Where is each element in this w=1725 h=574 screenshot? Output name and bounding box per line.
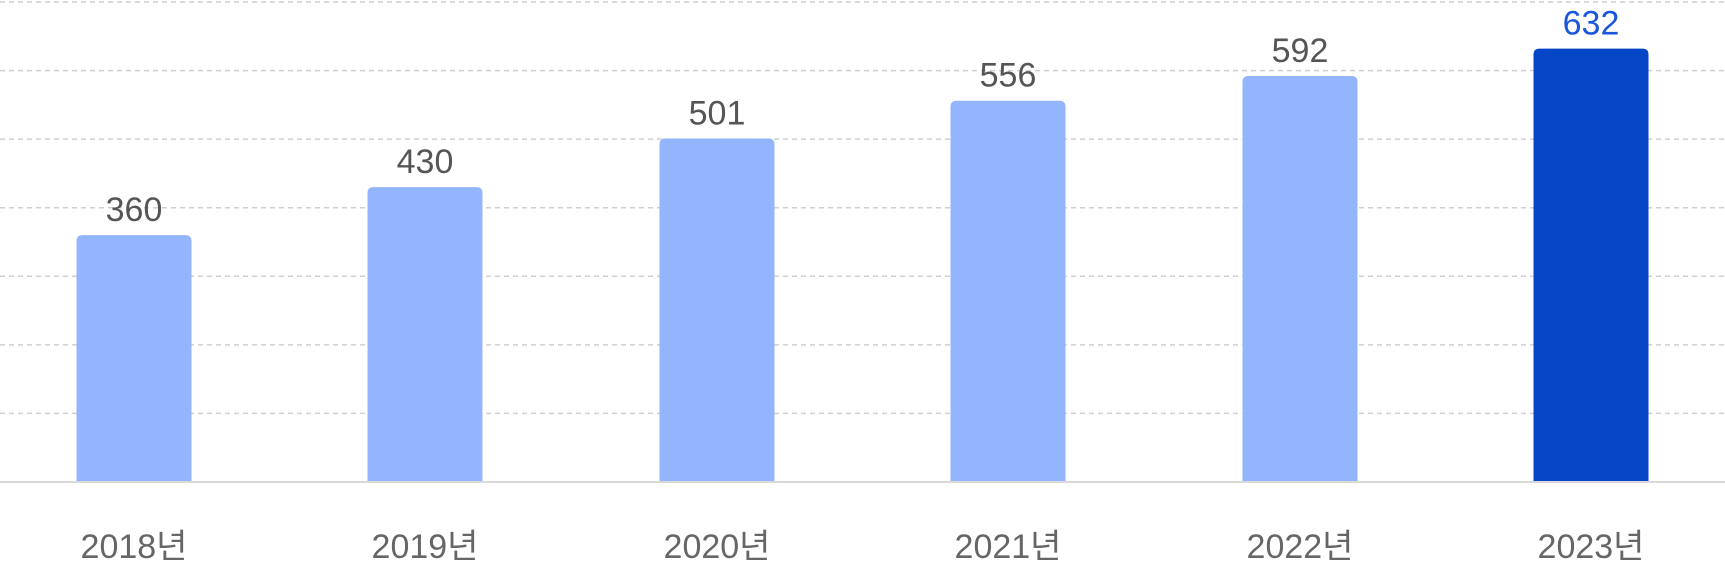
x-tick-label: 2022년 [1247, 528, 1354, 566]
value-label: 360 [106, 191, 163, 229]
value-labels: 360 430 501 556 592 632 [106, 5, 1620, 230]
x-tick-label: 2020년 [664, 528, 771, 566]
value-label: 556 [980, 57, 1037, 95]
value-label: 430 [397, 143, 454, 181]
bar-2020년 [659, 138, 775, 482]
gridlines [0, 1, 1725, 415]
x-tick-label: 2018년 [81, 528, 188, 566]
x-tick-label: 2023년 [1538, 528, 1645, 566]
bar-2019년 [367, 187, 483, 482]
bar-2022년 [1242, 76, 1358, 483]
bar-2018년 [76, 235, 192, 482]
x-tick-label: 2021년 [955, 528, 1062, 566]
x-axis-tick-labels: 2018년 2019년 2020년 2021년 2022년 2023년 [81, 528, 1645, 566]
bars [76, 48, 1649, 483]
value-label: 632 [1563, 5, 1620, 43]
bar-2023년 [1533, 48, 1649, 482]
bar-2021년 [950, 100, 1066, 482]
value-label: 592 [1272, 32, 1329, 70]
value-label: 501 [689, 94, 746, 132]
x-tick-label: 2019년 [372, 528, 479, 566]
